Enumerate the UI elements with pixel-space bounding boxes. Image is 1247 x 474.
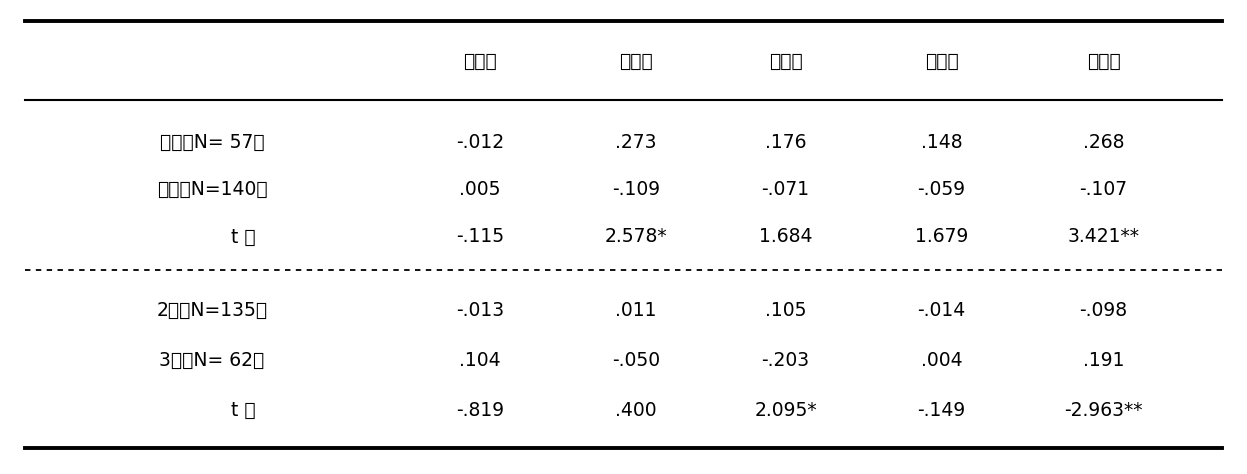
Text: 男性（N= 57）: 男性（N= 57） xyxy=(160,133,264,152)
Text: -.012: -.012 xyxy=(456,133,504,152)
Text: .191: .191 xyxy=(1082,351,1125,370)
Text: 1.679: 1.679 xyxy=(915,228,968,246)
Text: .105: .105 xyxy=(764,301,807,320)
Text: .400: .400 xyxy=(615,401,657,419)
Text: -.014: -.014 xyxy=(918,301,965,320)
Text: .011: .011 xyxy=(615,301,657,320)
Text: 2.578*: 2.578* xyxy=(605,228,667,246)
Text: 1.684: 1.684 xyxy=(759,228,812,246)
Text: .005: .005 xyxy=(459,180,501,199)
Text: -.149: -.149 xyxy=(918,401,965,419)
Text: .176: .176 xyxy=(764,133,807,152)
Text: -.115: -.115 xyxy=(456,228,504,246)
Text: 判断力: 判断力 xyxy=(619,52,653,71)
Text: -.013: -.013 xyxy=(456,301,504,320)
Text: t 値: t 値 xyxy=(231,228,256,246)
Text: -.071: -.071 xyxy=(762,180,809,199)
Text: 知　識: 知 識 xyxy=(768,52,803,71)
Text: 2年（N=135）: 2年（N=135） xyxy=(156,301,268,320)
Text: 3年（N= 62）: 3年（N= 62） xyxy=(160,351,264,370)
Text: 影響力: 影響力 xyxy=(924,52,959,71)
Text: .273: .273 xyxy=(615,133,657,152)
Text: t 値: t 値 xyxy=(231,401,256,419)
Text: -.109: -.109 xyxy=(612,180,660,199)
Text: 3.421**: 3.421** xyxy=(1067,228,1140,246)
Text: .148: .148 xyxy=(920,133,963,152)
Text: -.059: -.059 xyxy=(918,180,965,199)
Text: -.098: -.098 xyxy=(1080,301,1127,320)
Text: .004: .004 xyxy=(920,351,963,370)
Text: -.819: -.819 xyxy=(456,401,504,419)
Text: -.050: -.050 xyxy=(612,351,660,370)
Text: 無力感: 無力感 xyxy=(463,52,498,71)
Text: -.107: -.107 xyxy=(1080,180,1127,199)
Text: .104: .104 xyxy=(459,351,501,370)
Text: 2.095*: 2.095* xyxy=(754,401,817,419)
Text: 正当性: 正当性 xyxy=(1086,52,1121,71)
Text: -.203: -.203 xyxy=(762,351,809,370)
Text: .268: .268 xyxy=(1082,133,1125,152)
Text: 女性（N=140）: 女性（N=140） xyxy=(157,180,267,199)
Text: -2.963**: -2.963** xyxy=(1065,401,1142,419)
